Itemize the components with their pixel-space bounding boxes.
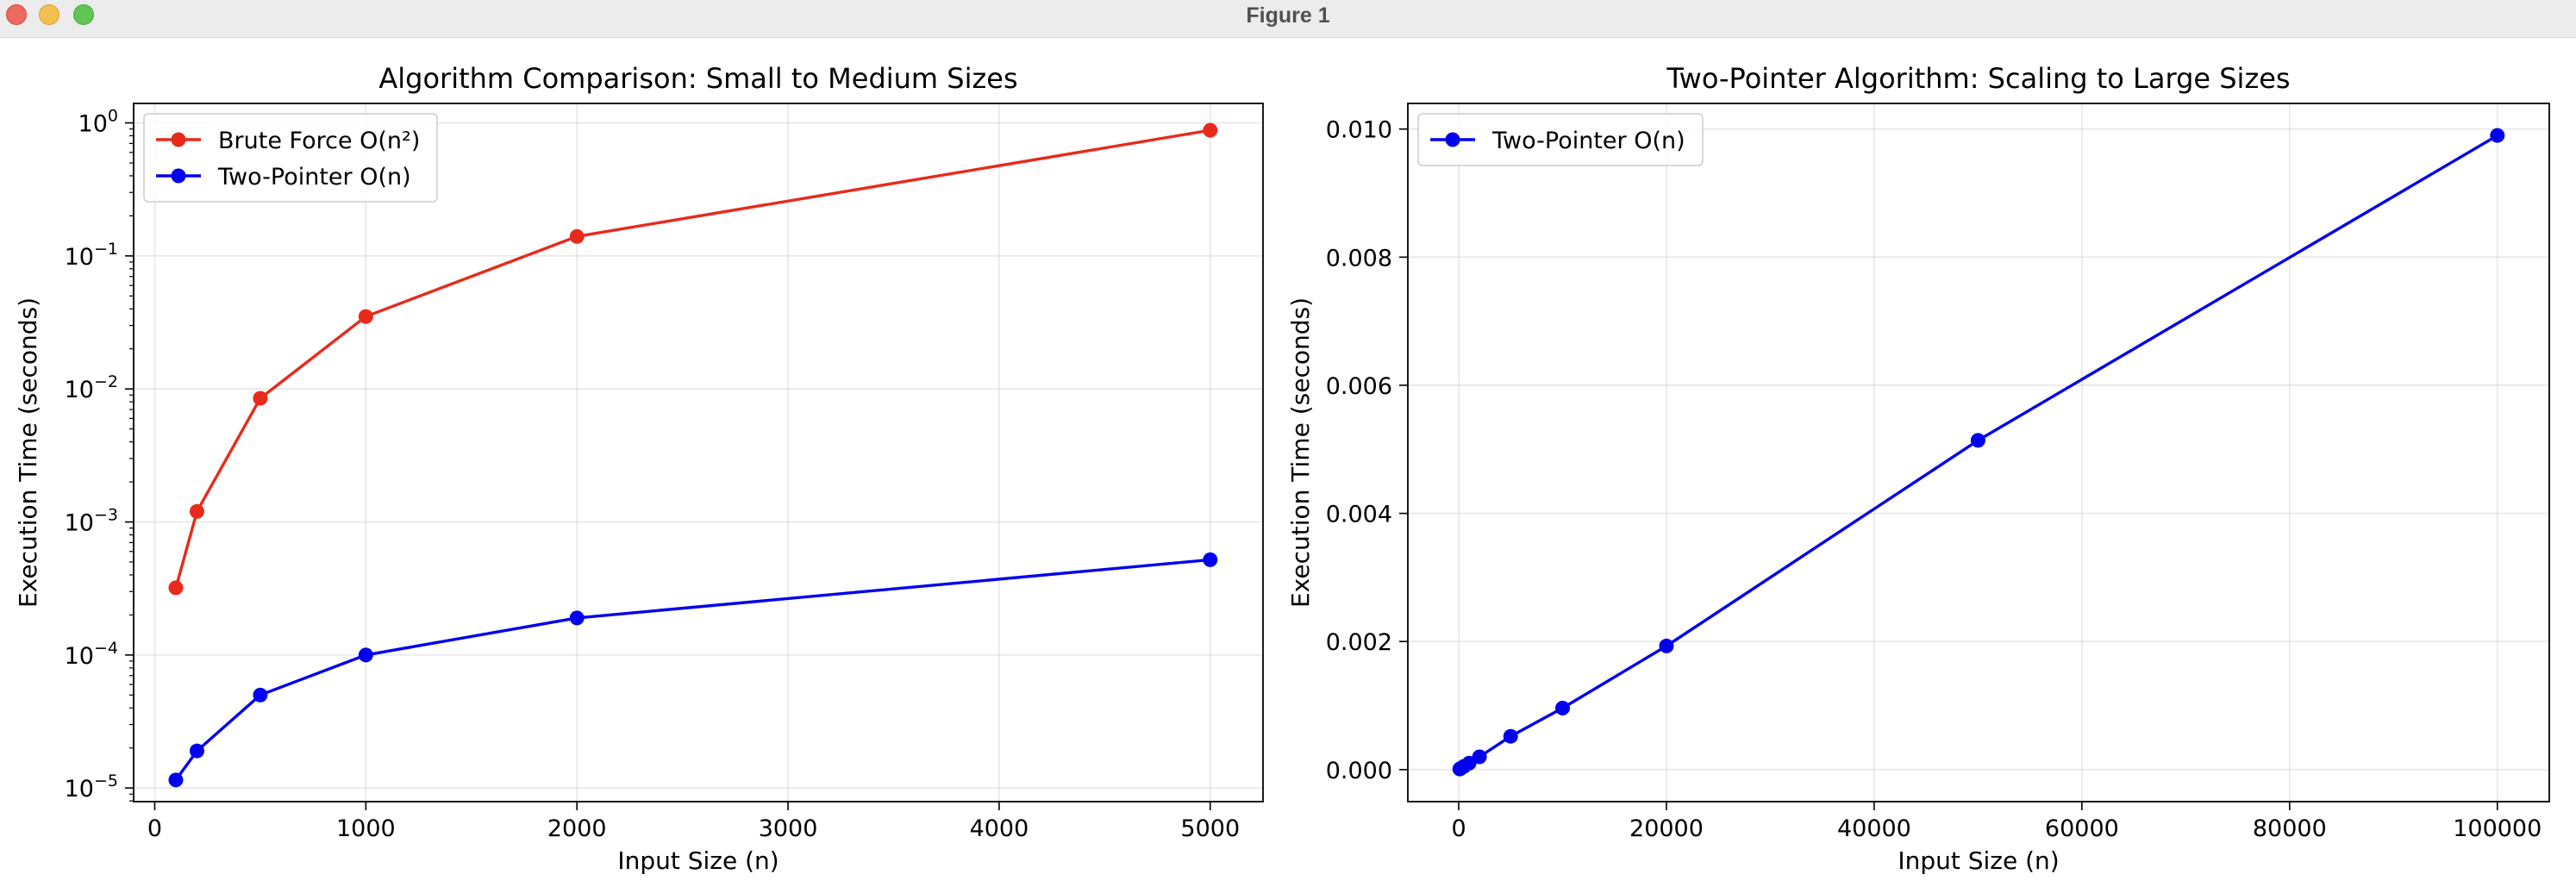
- chart-1: 0 1000 2000 3000 4000 5000 10−5 10−4 10−3 10−2 10−…: [14, 62, 1264, 875]
- data-point: [253, 687, 268, 703]
- axes-frame: [133, 103, 1264, 802]
- x-tick-label: 0: [1451, 815, 1466, 842]
- data-point: [1555, 701, 1571, 716]
- x-axis-label: Input Size (n): [617, 846, 778, 875]
- y-tick-label: 100: [78, 107, 118, 138]
- axes-frame: [1407, 103, 2550, 802]
- data-point: [569, 228, 585, 244]
- x-tick-label: 0: [147, 815, 162, 842]
- grid: [134, 103, 1263, 802]
- chart-2: 0 20000 40000 60000 80000 100000 0.000 0.002 0.0…: [1286, 62, 2550, 875]
- x-tick-label: 5000: [1180, 815, 1240, 842]
- y-tick-label: 0.008: [1326, 245, 1392, 272]
- grid: [1408, 103, 2549, 802]
- x-tick-label: 80000: [2253, 815, 2327, 842]
- maximize-window-button[interactable]: [73, 4, 94, 25]
- legend-marker: [1445, 132, 1460, 147]
- y-tick-label: 0.004: [1326, 502, 1392, 528]
- data-point: [1472, 749, 1487, 765]
- y-axis-label: Execution Time (seconds): [14, 297, 42, 608]
- x-tick-label: 4000: [970, 815, 1029, 842]
- data-point: [358, 647, 373, 663]
- data-point: [569, 610, 585, 626]
- y-tick-label: 0.002: [1326, 629, 1392, 656]
- y-tick-label: 10−3: [65, 506, 118, 537]
- figure-canvas: 0 1000 2000 3000 4000 500010−510−410−310−210−…: [14, 62, 2550, 875]
- legend-marker: [171, 168, 186, 184]
- window-titlebar: Figure 1: [0, 0, 2576, 38]
- x-tick-label: 60000: [2045, 815, 2119, 842]
- data-point: [189, 743, 204, 759]
- y-tick-label: 10−4: [65, 639, 118, 670]
- data-point: [2490, 128, 2505, 143]
- series-2: [168, 552, 1218, 788]
- legend-marker: [171, 132, 186, 147]
- x-tick-label: 3000: [759, 815, 818, 842]
- legend: Two-Pointer O(n): [1417, 113, 1704, 166]
- series-line: [174, 128, 1211, 589]
- minimize-window-button[interactable]: [39, 4, 59, 25]
- chart-title: Algorithm Comparison: Small to Medium Si…: [378, 62, 1017, 95]
- y-tick-label: 10−1: [65, 240, 118, 271]
- legend-entry: Brute Force O(n²): [218, 128, 420, 154]
- x-tick-label: 40000: [1837, 815, 1911, 842]
- y-tick-label: 0.006: [1326, 373, 1392, 400]
- y-tick-label: 10−2: [65, 372, 118, 403]
- y-tick-label: 0.000: [1326, 758, 1392, 784]
- data-point: [168, 772, 184, 788]
- legend-entry: Two-Pointer O(n): [217, 164, 411, 190]
- data-point: [253, 390, 268, 406]
- data-point: [1970, 433, 1985, 448]
- legend-box: [1417, 113, 1704, 166]
- x-tick-label: 100000: [2453, 815, 2542, 842]
- plot-area: [134, 103, 1263, 802]
- data-point: [358, 309, 373, 324]
- data-point: [1203, 122, 1218, 138]
- close-window-button[interactable]: [6, 4, 27, 25]
- legend-entry: Two-Pointer O(n): [1491, 128, 1685, 154]
- series-1: [168, 122, 1218, 596]
- data-point: [189, 503, 204, 519]
- data-point: [1659, 638, 1674, 653]
- x-tick-label: 1000: [336, 815, 396, 842]
- legend: Brute Force O(n²) Two-Pointer O(n): [143, 113, 438, 203]
- data-point: [168, 580, 184, 596]
- y-tick-label: 0.010: [1326, 117, 1392, 144]
- data-point: [1503, 728, 1518, 744]
- series-1: [1452, 128, 2505, 777]
- x-tick-label: 20000: [1629, 815, 1704, 842]
- y-axis-label: Execution Time (seconds): [1286, 297, 1315, 608]
- chart-title: Two-Pointer Algorithm: Scaling to Large …: [1666, 62, 2290, 95]
- x-tick-label: 2000: [547, 815, 607, 842]
- data-point: [1203, 552, 1218, 567]
- window-title: Figure 1: [1246, 3, 1330, 28]
- legend-box: [143, 113, 438, 203]
- y-tick-label: 10−5: [65, 771, 118, 802]
- x-axis-label: Input Size (n): [1898, 846, 2059, 875]
